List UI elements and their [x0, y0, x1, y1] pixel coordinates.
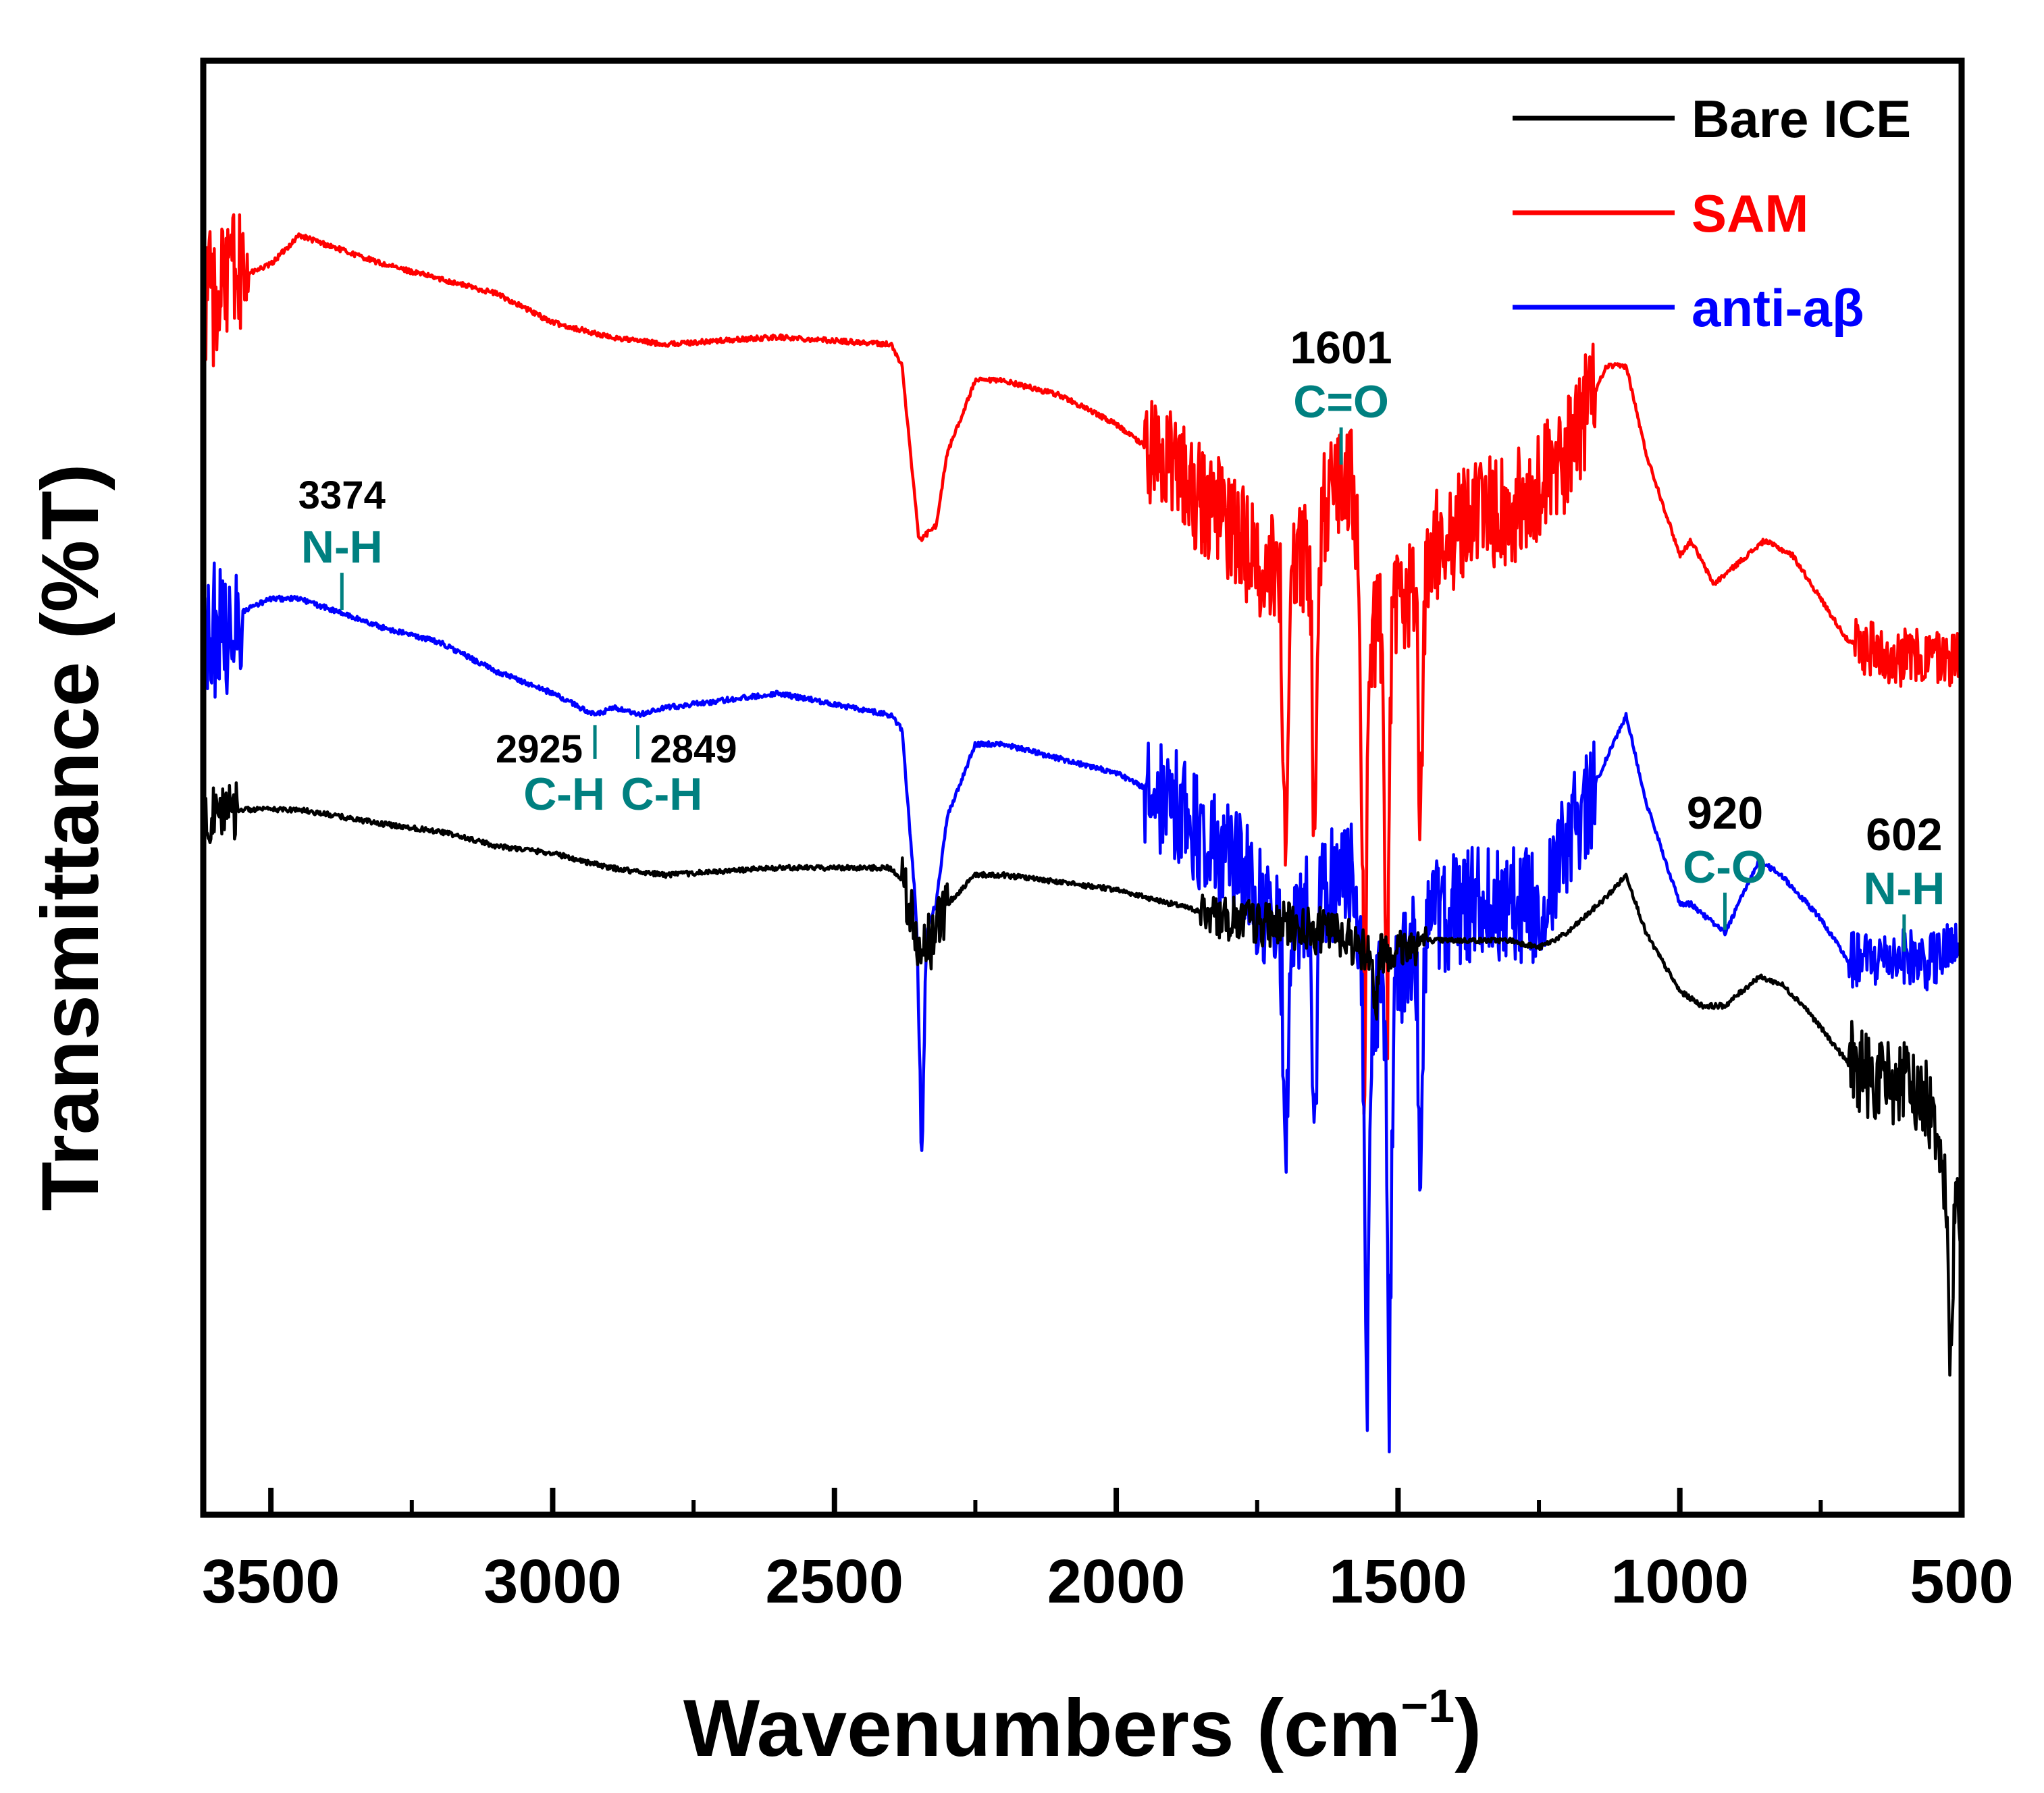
- annotation-bond: N-H: [1863, 863, 1945, 914]
- annotation-wavenumber: 2925: [496, 727, 583, 771]
- series-layer: [203, 213, 1962, 1454]
- x-axis-title: Wavenumbers (cm−1): [683, 1680, 1482, 1773]
- legend-label: Bare ICE: [1692, 89, 1911, 149]
- annotation-wavenumber: 602: [1866, 809, 1942, 860]
- legend-label: SAM: [1692, 184, 1808, 243]
- annotation-bond: C-H: [621, 769, 702, 820]
- legend: Bare ICE SAM anti-aβ: [1513, 89, 1911, 338]
- annotation-wavenumber: 1601: [1290, 322, 1392, 373]
- plot-frame: [200, 57, 1965, 1518]
- legend-label: anti-aβ: [1692, 278, 1864, 338]
- x-tick-label-2000: 2000: [1047, 1547, 1186, 1616]
- annotation-wavenumber: 920: [1687, 787, 1763, 839]
- x-tick-label-3000: 3000: [483, 1547, 622, 1616]
- annotation-bond: C-H: [523, 769, 605, 820]
- x-tick-label-1000: 1000: [1610, 1547, 1749, 1616]
- annotation-bond: C-O: [1683, 841, 1767, 893]
- annotation-wavenumber: 2849: [650, 727, 737, 771]
- x-axis: 3500 3000 2500 2000 1500 1000 500: [202, 1488, 2014, 1616]
- series-line-anti-a: [203, 561, 1962, 1454]
- annotation-wavenumber: 3374: [298, 473, 386, 517]
- x-tick-label-3500: 3500: [202, 1547, 340, 1616]
- x-tick-label-1500: 1500: [1329, 1547, 1467, 1616]
- annotation-bond: C=O: [1293, 376, 1389, 427]
- y-axis-title: Transmittance (%T): [25, 464, 115, 1212]
- series-line-sam: [203, 213, 1962, 1116]
- annotation-bond: N-H: [301, 521, 383, 573]
- series-line-bare-ice: [203, 781, 1962, 1377]
- x-tick-label-2500: 2500: [765, 1547, 903, 1616]
- x-tick-label-500: 500: [1910, 1547, 2014, 1616]
